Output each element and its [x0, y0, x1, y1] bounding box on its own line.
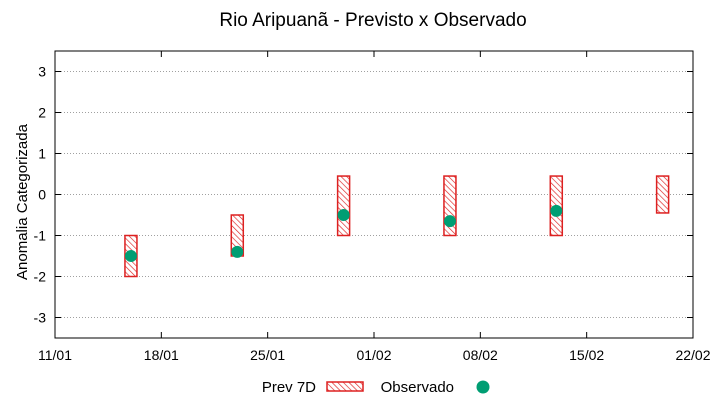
y-tick-label: 2	[38, 105, 46, 121]
legend-label-observado: Observado	[381, 379, 454, 396]
observado-point	[443, 215, 456, 228]
x-tick-label: 25/01	[250, 347, 285, 363]
x-tick-label: 11/01	[38, 347, 72, 363]
legend-swatch-prev-7d	[326, 381, 364, 392]
prev-7d-box	[655, 175, 670, 214]
observado-point	[337, 209, 350, 221]
x-tick-label: 22/02	[675, 347, 710, 363]
plot-frame	[54, 50, 694, 339]
prev-7d-series	[124, 175, 670, 278]
y-tick-label: 1	[38, 146, 46, 162]
y-tick-label: 3	[38, 64, 46, 80]
x-tick-label: 18/01	[144, 347, 179, 363]
prev-7d-box	[336, 175, 351, 237]
y-tick-label: 0	[38, 187, 46, 203]
x-tick-label: 15/02	[569, 347, 604, 363]
x-tick-label: 08/02	[463, 347, 498, 363]
observado-point	[231, 245, 244, 258]
observado-point	[550, 204, 563, 217]
chart-title: Rio Aripuanã - Previsto x Observado	[219, 10, 526, 31]
y-tick-label: -3	[34, 310, 47, 326]
y-tick-label: -1	[34, 228, 47, 244]
observado-point	[124, 250, 137, 262]
x-tick-label: 01/02	[356, 347, 391, 363]
x-axis: 11/01 18/01 25/01 01/02 08/02 15/02 22/02	[38, 51, 711, 363]
observado-series	[124, 204, 563, 262]
y-tick-label: -2	[34, 269, 47, 285]
legend: Prev 7D Observado	[262, 379, 490, 396]
grid	[55, 71, 693, 318]
legend-swatch-observado	[476, 380, 490, 394]
y-axis-label: Anomalia Categorizada	[14, 123, 31, 280]
legend-label-prev-7d: Prev 7D	[262, 379, 316, 396]
y-axis: -3 -2 -1 0 1 2 3	[34, 64, 693, 326]
